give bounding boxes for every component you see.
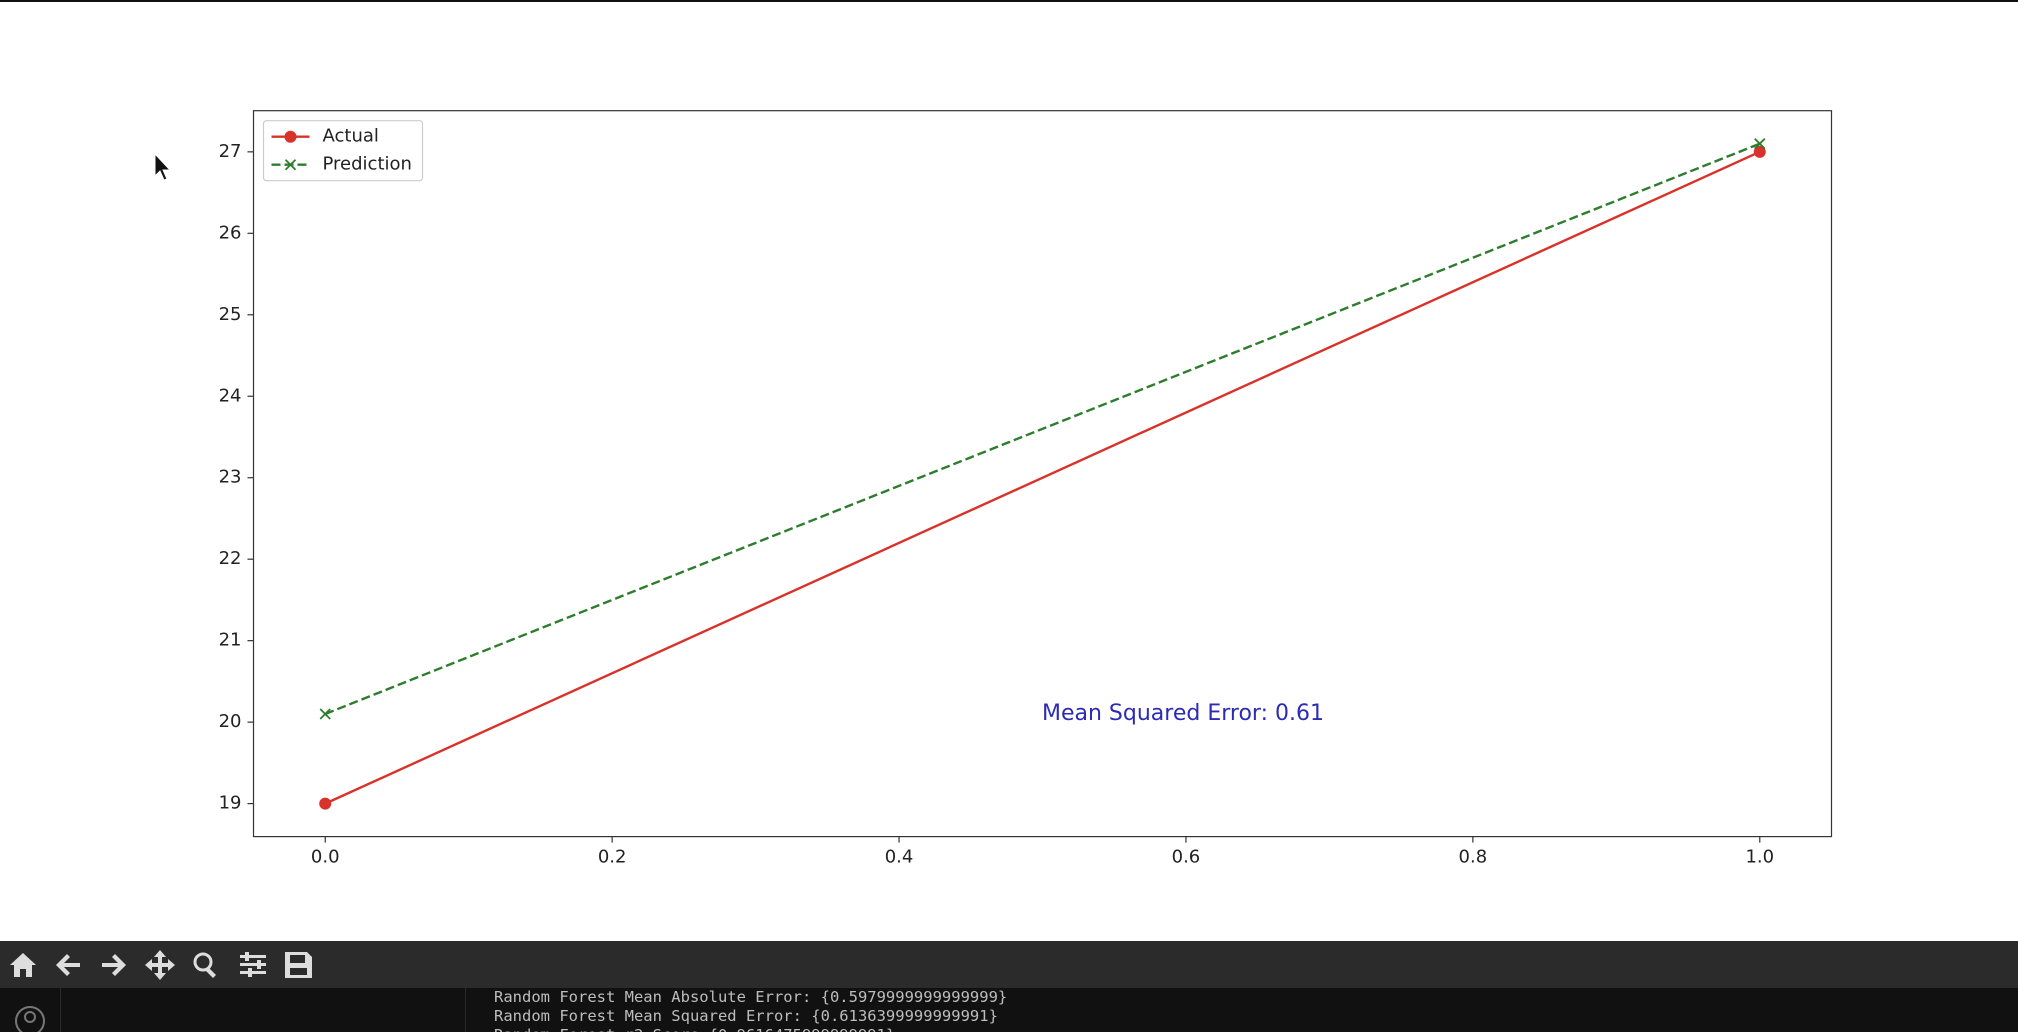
legend-label: Actual [323, 126, 379, 147]
console-output: Random Forest Mean Absolute Error: {0.59… [494, 988, 1007, 1032]
console-side [60, 988, 466, 1032]
mouse-cursor [154, 152, 172, 181]
console: Random Forest Mean Absolute Error: {0.59… [0, 988, 2018, 1032]
configure-button[interactable] [240, 952, 266, 977]
series-line [324, 150, 1761, 805]
legend: Actual Prediction [262, 120, 424, 182]
x-tick-label: 0.2 [598, 847, 627, 868]
data-point [319, 708, 331, 720]
back-button[interactable] [56, 954, 80, 976]
legend-marker [284, 159, 297, 171]
legend-label: Prediction [323, 154, 412, 175]
data-point [1753, 145, 1766, 158]
toolbar-icons [10, 950, 312, 980]
save-button[interactable] [285, 952, 312, 978]
x-tick-label: 0.4 [885, 847, 914, 868]
x-tick-label: 1.0 [1745, 847, 1774, 868]
y-tick-label: 23 [219, 467, 242, 488]
x-tick-label: 0.8 [1459, 847, 1488, 868]
console-gutter [0, 988, 61, 1032]
toolbar [0, 941, 2018, 988]
y-tick-label: 19 [219, 793, 242, 814]
console-line: Random Forest r2 Score {0.96164759999999… [494, 1026, 1007, 1032]
data-point [319, 797, 332, 810]
x-tick-label: 0.0 [311, 847, 340, 868]
y-tick-label: 21 [219, 630, 242, 651]
y-tick-label: 24 [219, 385, 242, 406]
y-tick-label: 20 [219, 711, 242, 732]
legend-marker [284, 130, 297, 143]
console-line: Random Forest Mean Absolute Error: {0.59… [494, 988, 1008, 1006]
account-icon [15, 1006, 45, 1032]
annotation: Mean Squared Error: 0.61 [1042, 701, 1324, 726]
zoom-button[interactable] [193, 952, 216, 978]
x-tick-label: 0.6 [1172, 847, 1201, 868]
top-border [0, 0, 2018, 2]
y-tick-label: 27 [219, 141, 242, 162]
y-tick-label: 25 [219, 304, 242, 325]
y-tick-label: 22 [219, 548, 242, 569]
data-point [1754, 138, 1766, 150]
home-button[interactable] [10, 953, 36, 977]
console-line: Random Forest Mean Squared Error: {0.613… [494, 1007, 998, 1025]
forward-button[interactable] [102, 954, 126, 976]
series-line [324, 142, 1761, 716]
pan-button[interactable] [145, 950, 175, 980]
y-tick-label: 26 [219, 222, 242, 243]
chart: Mean Squared Error: 0.61 19 20 21 22 23 24 25 2… [154, 110, 1833, 868]
